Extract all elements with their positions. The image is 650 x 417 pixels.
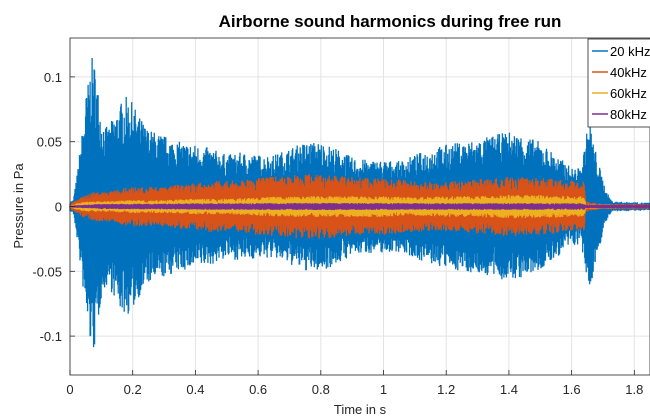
x-tick-label: 0 [66,382,73,397]
x-tick-label: 0.8 [312,382,330,397]
x-tick-label: 1.4 [500,382,518,397]
y-axis-label: Pressure in Pa [11,163,26,249]
legend-entry: 60kHz [610,86,647,101]
y-tick-label: -0.1 [40,329,62,344]
x-tick-label: 1.8 [625,382,643,397]
legend-entry: 20 kHz [610,44,650,59]
x-tick-label: 1 [380,382,387,397]
legend-entry: 40kHz [610,65,647,80]
legend-entry: 80kHz [610,107,647,122]
x-axis-ticks: 0 0.2 0.4 0.6 0.8 1 1.2 1.4 1.6 1.8 [66,370,643,397]
y-tick-label: -0.05 [32,264,62,279]
x-tick-label: 0.4 [186,382,204,397]
x-tick-label: 0.6 [249,382,267,397]
x-tick-label: 1.2 [437,382,455,397]
x-tick-label: 1.6 [563,382,581,397]
y-tick-label: 0 [55,200,62,215]
chart-title: Airborne sound harmonics during free run [219,12,562,31]
legend-box [587,38,650,128]
y-tick-label: 0.1 [44,70,62,85]
legend: 20 kHz 40kHz 60kHz 80kHz [587,38,650,128]
y-tick-label: 0.05 [37,135,62,150]
y-axis-ticks: -0.1 -0.05 0 0.05 0.1 [32,70,75,344]
x-axis-label: Time in s [334,402,387,417]
x-tick-label: 0.2 [124,382,142,397]
